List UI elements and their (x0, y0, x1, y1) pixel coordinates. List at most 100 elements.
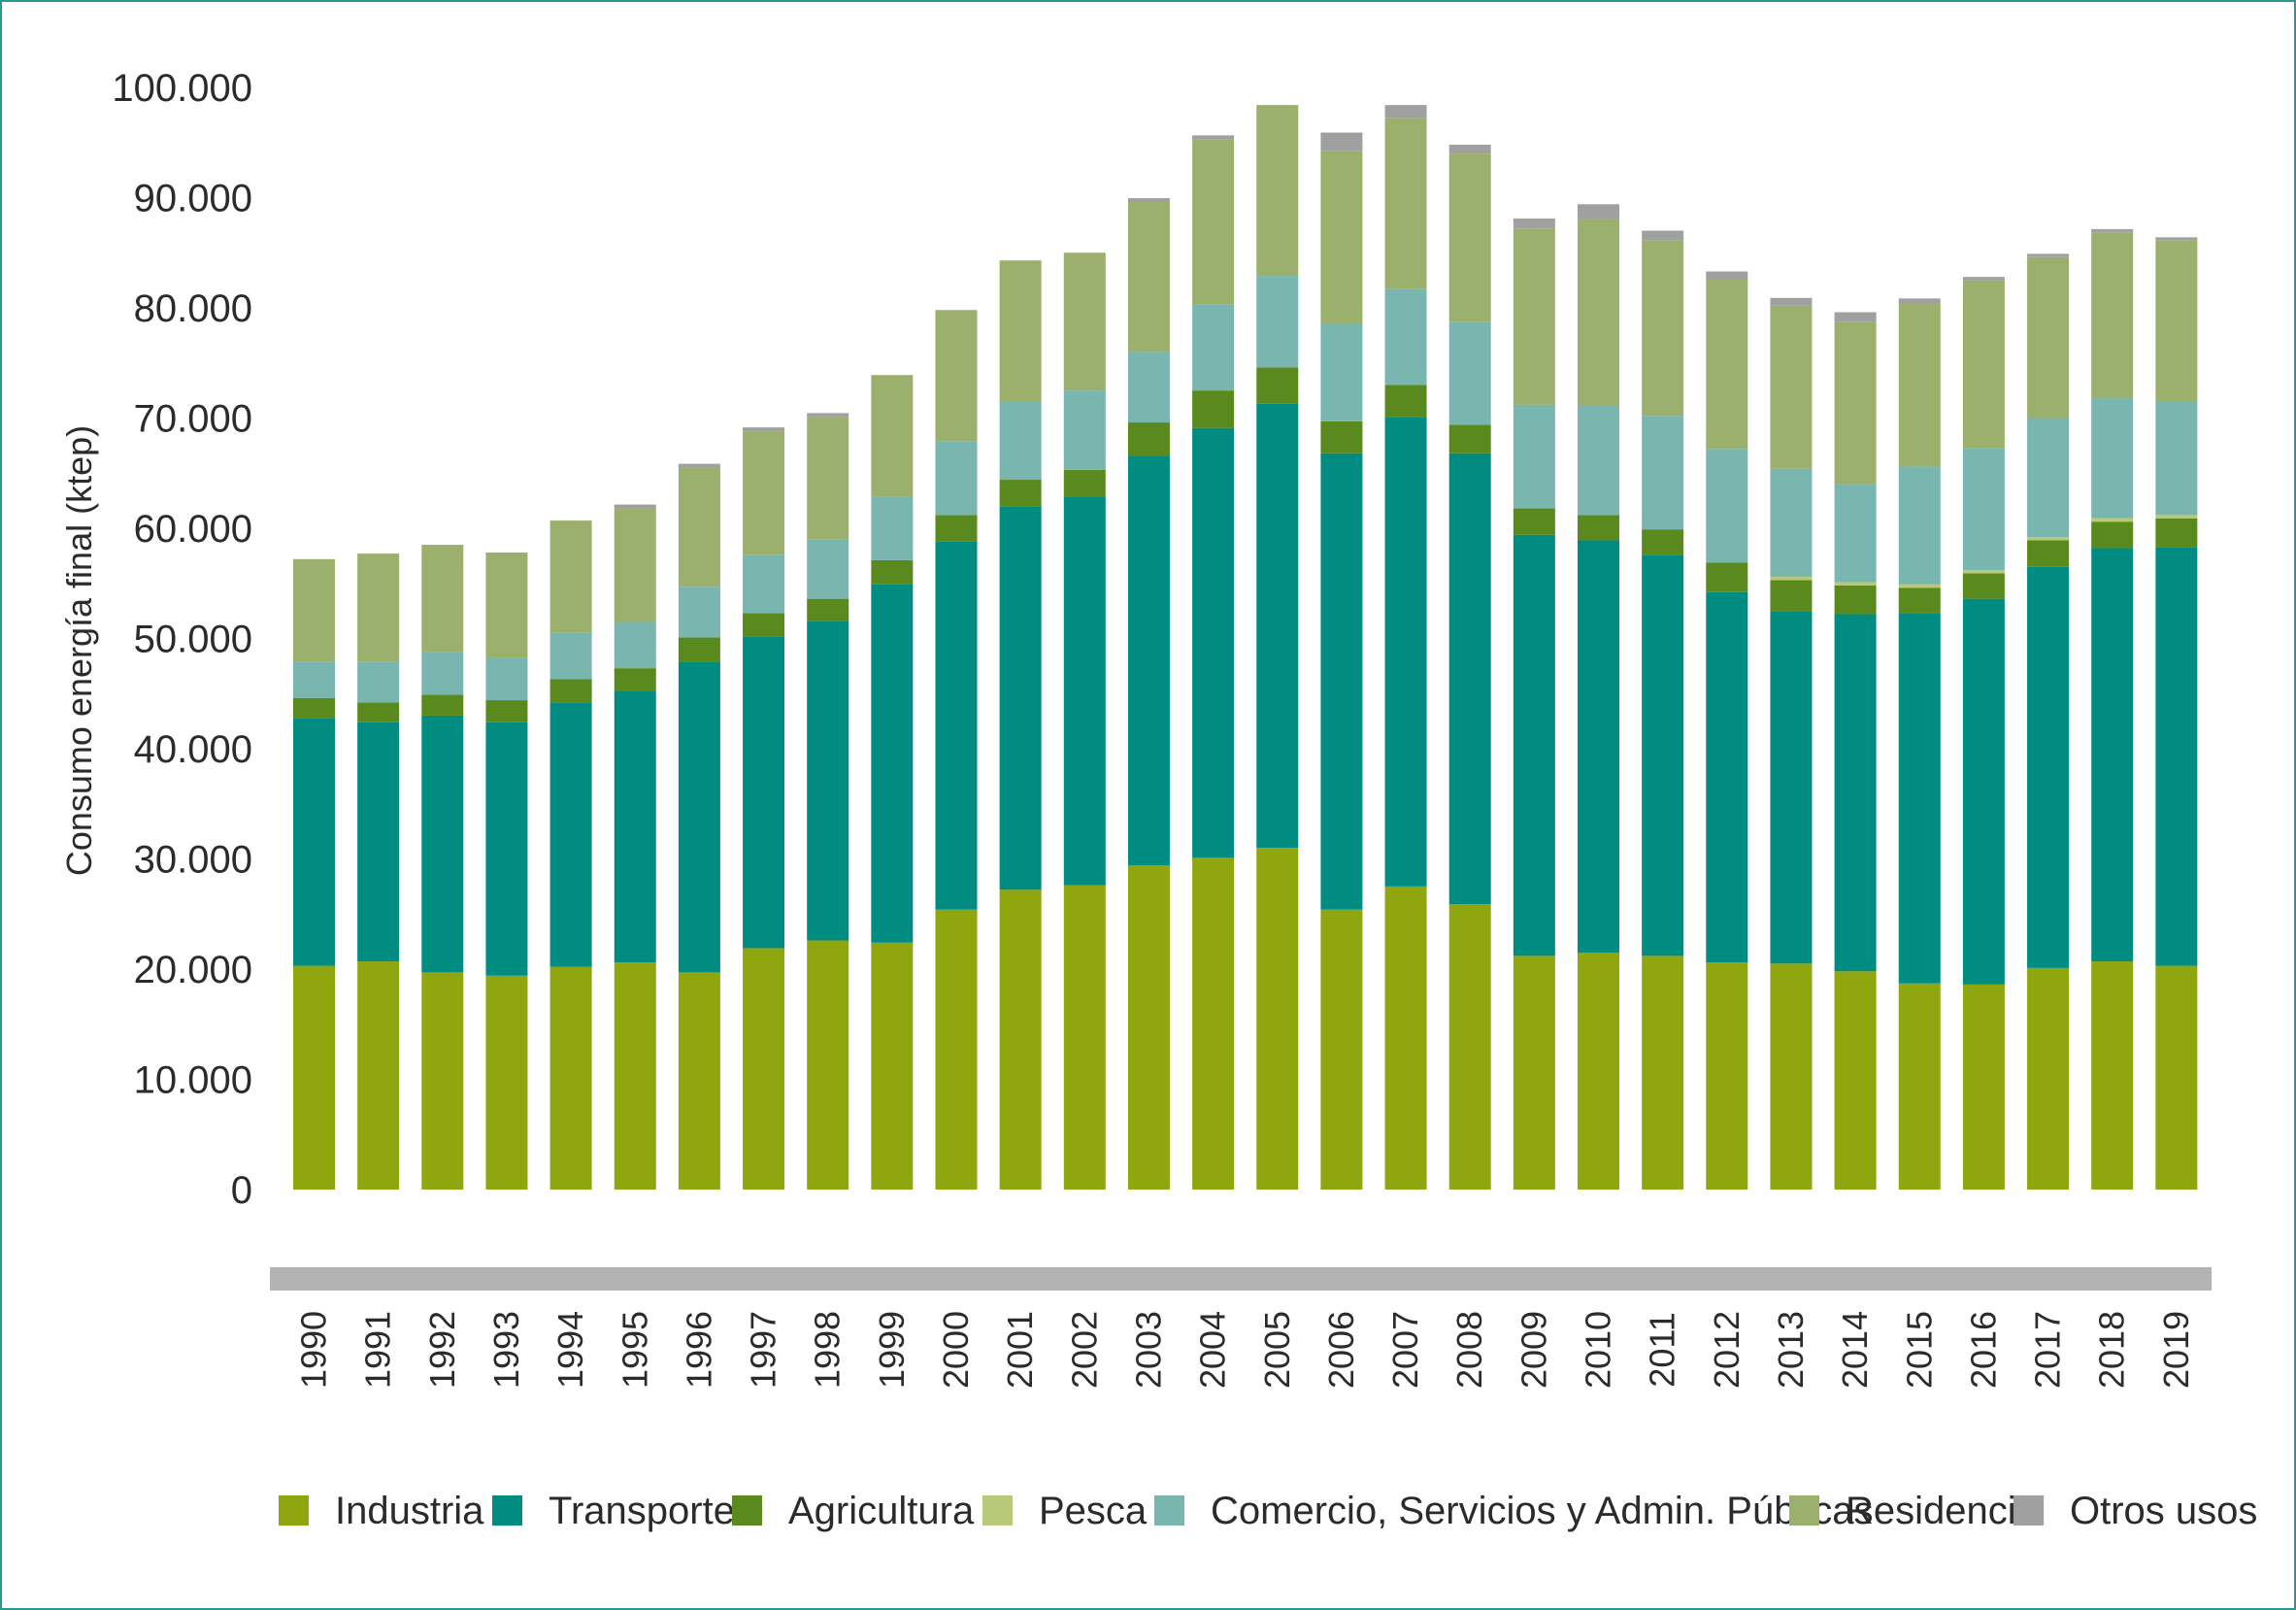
bar-segment (357, 553, 400, 662)
bar-segment (678, 661, 720, 973)
y-tick-label: 70.000 (134, 398, 252, 441)
bar-segment (871, 375, 914, 497)
bar-stack-2012 (1706, 271, 1748, 1190)
y-tick-label: 50.000 (134, 619, 252, 661)
bar-segment (1706, 962, 1748, 1190)
bar-segment (1192, 304, 1235, 391)
bar-segment (549, 679, 592, 703)
bar-segment (1770, 580, 1813, 612)
bar-segment (1256, 848, 1299, 1190)
bar-segment (2155, 547, 2198, 966)
bar-segment (421, 545, 464, 653)
x-tick-label: 2012 (1707, 1311, 1747, 1389)
bar-segment (1834, 586, 1877, 615)
bar-segment (614, 504, 656, 509)
bar-segment (357, 961, 400, 1190)
bar-segment (2027, 256, 2070, 419)
bar-segment (1320, 420, 1363, 453)
bar-segment (357, 661, 400, 703)
legend-label: Agricultura (788, 1490, 975, 1532)
bar-segment (549, 520, 592, 633)
bar-segment (1448, 145, 1491, 154)
bar-segment (357, 702, 400, 722)
bar-segment (1384, 417, 1427, 887)
bar-segment (614, 690, 656, 963)
bar-segment (807, 539, 849, 599)
bar-segment (614, 668, 656, 691)
bar-segment (614, 508, 656, 622)
bar-segment (1063, 885, 1106, 1190)
x-tick-label: 2009 (1514, 1311, 1553, 1389)
bar-segment (1898, 587, 1941, 614)
bar-segment (1448, 424, 1491, 453)
bar-segment (871, 584, 914, 943)
bar-segment (1834, 484, 1877, 583)
bar-segment (743, 554, 785, 614)
bar-segment (1192, 135, 1235, 140)
x-tick-label: 2001 (1000, 1311, 1040, 1389)
bar-segment (2091, 548, 2134, 962)
legend-swatch (982, 1495, 1013, 1526)
legend-label: Transporte (549, 1490, 735, 1532)
bar-segment (1320, 453, 1363, 910)
bar-segment (871, 942, 914, 1190)
bar-segment (935, 441, 978, 516)
bar-segment (2027, 566, 2070, 968)
x-axis-labels: 1990 1991 1992 1993 1994 1995 1996 1997 1998 1999… (294, 1311, 2196, 1389)
bar-segment (1898, 303, 1941, 467)
bar-segment (1834, 971, 1877, 1190)
bar-segment (1384, 288, 1427, 386)
bar-segment (421, 694, 464, 716)
bar-segment (678, 467, 720, 587)
bar-segment (935, 541, 978, 910)
bar-segment (1962, 573, 2005, 599)
bar-segment (1127, 422, 1170, 456)
bar-segment (1063, 496, 1106, 886)
bar-segment (999, 506, 1042, 890)
bar-stack-2003 (1127, 198, 1170, 1190)
legend-item: Pesca (982, 1490, 1148, 1532)
bar-segment (614, 621, 656, 669)
bar-segment (1320, 151, 1363, 325)
bar-segment (678, 463, 720, 468)
bar-segment (1898, 983, 1941, 1190)
x-tick-label: 2005 (1257, 1311, 1297, 1389)
y-tick-label: 80.000 (134, 287, 252, 330)
x-tick-label: 1999 (872, 1311, 912, 1389)
bar-segment (1127, 865, 1170, 1190)
bar-stack-2001 (999, 260, 1042, 1190)
bar-segment (1578, 218, 1619, 407)
x-tick-label: 2003 (1128, 1311, 1168, 1389)
legend-item: Industria (279, 1490, 484, 1532)
bar-segment (743, 613, 785, 637)
x-tick-label: 1990 (294, 1311, 334, 1389)
bar-segment (935, 310, 978, 442)
y-tick-label: 10.000 (134, 1059, 252, 1102)
bars-area (293, 105, 2198, 1190)
x-tick-label: 2011 (1643, 1312, 1682, 1387)
bar-segment (743, 431, 785, 555)
bar-segment (293, 965, 335, 1190)
bar-stack-2002 (1063, 252, 1106, 1190)
bar-stack-1990 (293, 558, 335, 1190)
bar-segment (549, 966, 592, 1190)
legend-item: Otros usos (2013, 1490, 2257, 1532)
bar-segment (2155, 518, 2198, 548)
bar-stack-2019 (2155, 237, 2198, 1190)
bar-stack-2015 (1898, 298, 1941, 1190)
bar-segment (1578, 204, 1619, 219)
bar-segment (807, 413, 849, 418)
bar-segment (2091, 398, 2134, 519)
bar-segment (1448, 904, 1491, 1190)
bar-segment (935, 909, 978, 1190)
y-tick-label: 100.000 (112, 67, 252, 110)
bar-segment (2027, 540, 2070, 567)
bar-segment (2027, 537, 2070, 541)
bar-segment (2091, 232, 2134, 399)
x-tick-label: 2004 (1193, 1311, 1233, 1389)
bar-segment (1192, 857, 1235, 1190)
bar-segment (1834, 321, 1877, 485)
bar-segment (1513, 404, 1555, 509)
legend-swatch (1154, 1495, 1184, 1526)
bar-segment (1834, 582, 1877, 587)
